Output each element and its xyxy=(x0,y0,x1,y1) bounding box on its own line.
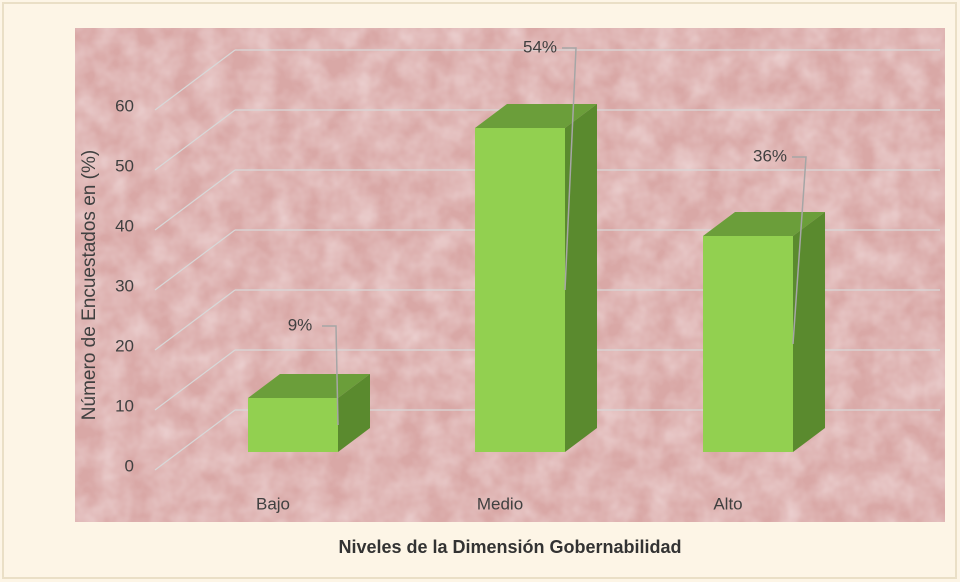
grid-line-side xyxy=(154,109,236,171)
grid-line-side xyxy=(154,289,236,351)
bar xyxy=(703,236,793,452)
y-tick-label: 40 xyxy=(115,216,134,235)
bar xyxy=(248,398,338,452)
y-tick-label: 10 xyxy=(115,396,134,415)
bar-side xyxy=(338,374,370,452)
bar-top xyxy=(703,212,825,236)
grid-line-side xyxy=(154,169,236,231)
grid-line-side xyxy=(154,229,236,291)
leader-line xyxy=(562,47,577,291)
grid-line-side xyxy=(154,349,236,411)
grid-line-side xyxy=(154,49,236,111)
x-tick-label: Bajo xyxy=(256,494,290,513)
x-axis-title: Niveles de la Dimensión Gobernabilidad xyxy=(338,537,681,557)
bar-side xyxy=(565,104,597,452)
data-label: 9% xyxy=(288,315,313,334)
data-label: 54% xyxy=(523,37,557,56)
bar-top xyxy=(475,104,597,128)
y-tick-label: 30 xyxy=(115,276,134,295)
leader-line xyxy=(792,156,807,345)
bar xyxy=(475,128,565,452)
x-tick-label: Alto xyxy=(713,494,742,513)
bar-top xyxy=(248,374,370,398)
x-tick-label: Medio xyxy=(477,494,523,513)
y-tick-label: 60 xyxy=(115,96,134,115)
leader-line xyxy=(322,325,339,426)
data-label: 36% xyxy=(753,146,787,165)
y-tick-label: 20 xyxy=(115,336,134,355)
bar-side xyxy=(793,212,825,452)
y-axis-title: Número de Encuestados en (%) xyxy=(79,150,100,420)
y-tick-label: 50 xyxy=(115,156,134,175)
y-tick-label: 0 xyxy=(125,456,134,475)
grid-line-side xyxy=(154,409,236,471)
